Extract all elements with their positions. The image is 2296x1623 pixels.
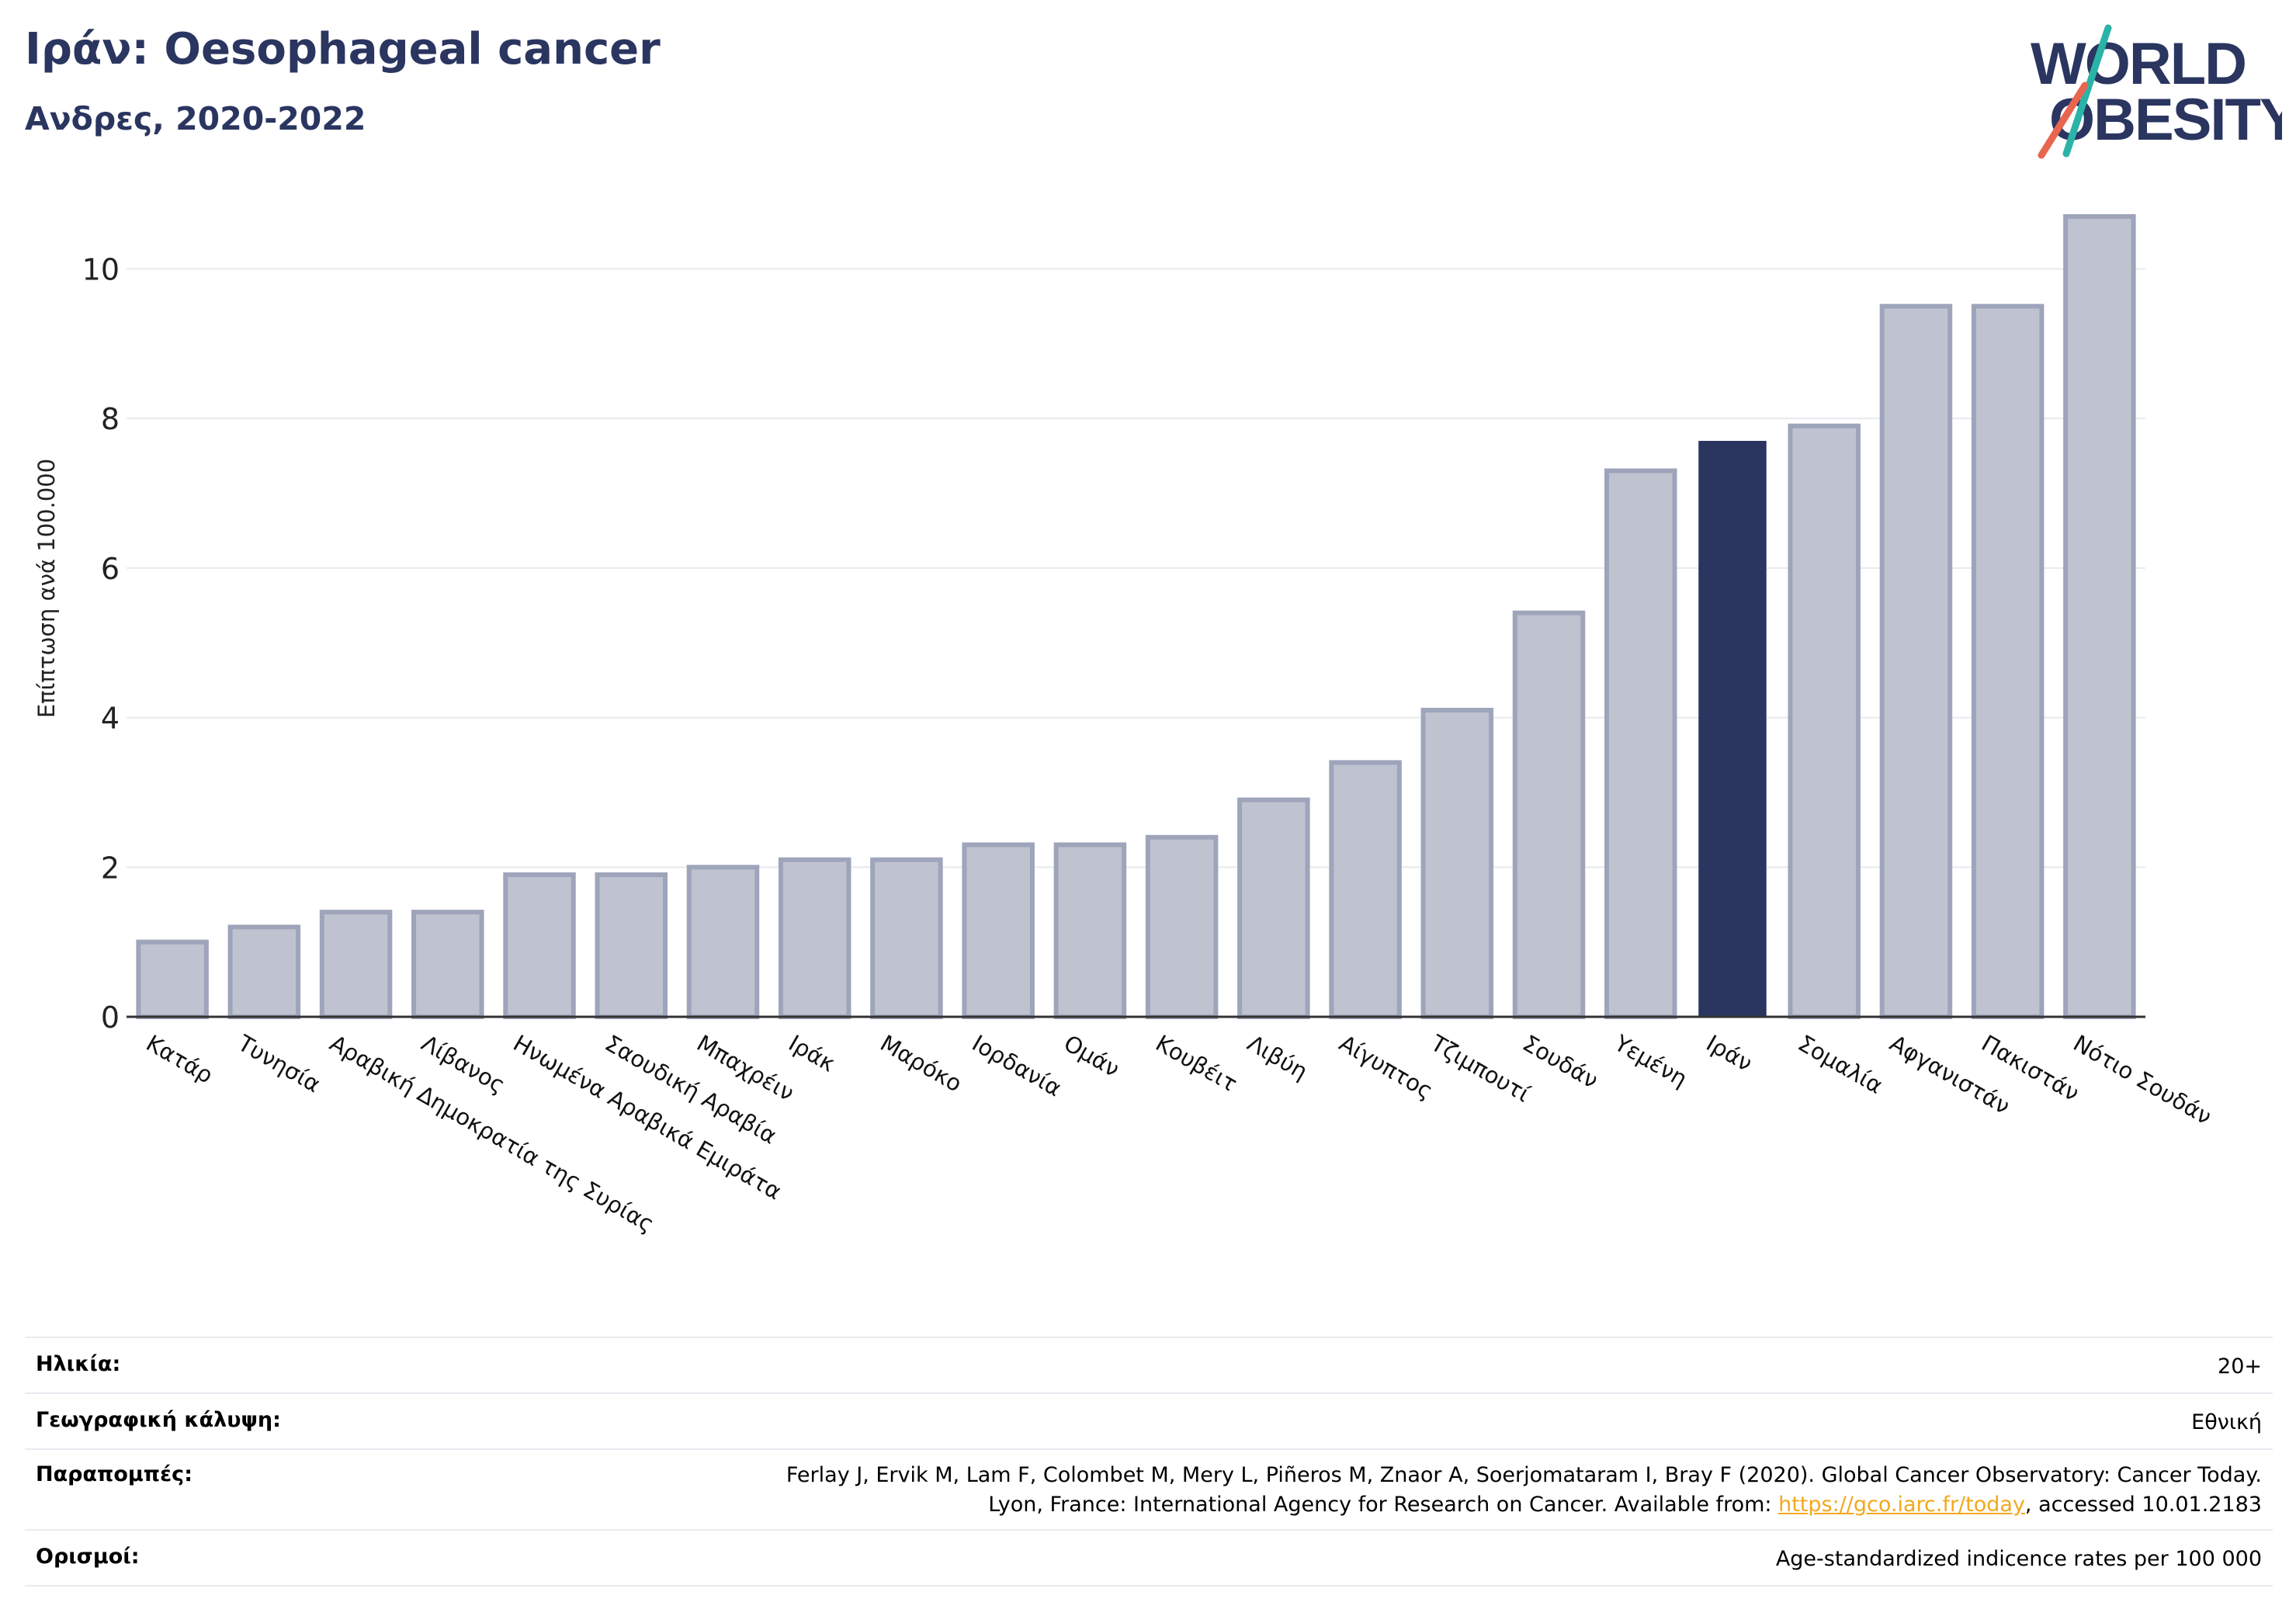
definitions-label: Ορισμοί:	[36, 1545, 140, 1569]
y-tick-label: 2	[101, 851, 120, 885]
bar	[1512, 610, 1586, 1019]
x-tick-label: Υεμένη	[1609, 1029, 1691, 1092]
chart-subtitle: Ανδρες, 2020-2022	[25, 100, 366, 137]
info-row-references: Παραπομπές: Ferlay J, Ervik M, Lam F, Co…	[25, 1448, 2273, 1529]
x-tick-label: Νότιο Σουδάν	[2069, 1030, 2216, 1130]
bar	[1971, 303, 2045, 1019]
geography-label: Γεωγραφική κάλυψη:	[36, 1408, 281, 1432]
chart-title: Ιράν: Oesophageal cancer	[25, 24, 661, 75]
definitions-value: Age-standardized indicence rates per 100…	[1775, 1547, 2262, 1571]
bar	[686, 865, 760, 1019]
bar	[136, 939, 209, 1019]
x-tick-label: Τυνησία	[233, 1029, 325, 1098]
bar	[411, 910, 484, 1020]
world-obesity-logo: WORLD OBESITY	[2031, 24, 2282, 159]
references-line2-text: Lyon, France: International Agency for R…	[988, 1493, 1779, 1517]
age-label: Ηλικία:	[36, 1352, 121, 1376]
y-tick-label: 6	[101, 552, 120, 586]
info-row-geography: Γεωγραφική κάλυψη: Εθνική	[25, 1392, 2273, 1448]
bar	[1788, 423, 1861, 1019]
x-tick-label: Σομαλία	[1794, 1030, 1888, 1099]
bar	[595, 872, 668, 1019]
bar	[1420, 707, 1494, 1020]
chart-header: Ιράν: Oesophageal cancer Ανδρες, 2020-20…	[25, 19, 661, 140]
x-tick-label: Κατάρ	[142, 1030, 218, 1089]
x-tick-label: Ιράκ	[784, 1030, 840, 1077]
x-tick-label: Ιορδανία	[968, 1030, 1066, 1102]
x-tick-label: Ιράν	[1701, 1030, 1757, 1077]
logo-slash-top	[2062, 24, 2112, 158]
references-line1: Ferlay J, Ervik M, Lam F, Colombet M, Me…	[786, 1463, 2262, 1487]
y-tick-labels: 0 2 4 6 8 10	[82, 252, 120, 1035]
references-line2: Lyon, France: International Agency for R…	[786, 1490, 2262, 1520]
y-tick-label: 4	[101, 702, 120, 736]
x-tick-labels: Κατάρ Τυνησία Αραβική Δημοκρατία της Συρία…	[142, 1029, 2217, 1237]
bar-highlight	[1698, 441, 1767, 1017]
y-tick-label: 8	[101, 402, 120, 436]
x-tick-label: Μαρόκο	[876, 1030, 966, 1098]
y-tick-label: 10	[82, 252, 120, 286]
y-axis-label: Επίπτωση ανά 100.000	[33, 459, 60, 718]
references-link[interactable]: https://gco.iarc.fr/today	[1778, 1493, 2025, 1517]
x-tick-label: Αραβική Δημοκρατία της Συρίας	[325, 1030, 659, 1238]
bar-chart: 0 2 4 6 8 10 Κατάρ Τυνησία Αραβική Δημοκρατία τ…	[33, 213, 2217, 1237]
bar	[2063, 213, 2136, 1020]
bar	[319, 910, 393, 1020]
x-tick-label: Λιβύη	[1243, 1030, 1312, 1085]
logo-slash-bottom	[2038, 81, 2089, 159]
bar	[227, 924, 301, 1020]
bar	[870, 857, 943, 1019]
references-accessed: , accessed 10.01.2183	[2024, 1493, 2262, 1517]
bar	[1145, 834, 1219, 1020]
logo-line1: WORLD	[2031, 31, 2246, 97]
bar	[1604, 468, 1677, 1019]
bar	[1053, 842, 1127, 1020]
bar	[962, 842, 1035, 1020]
references-value: Ferlay J, Ervik M, Lam F, Colombet M, Me…	[786, 1461, 2262, 1520]
bar	[503, 872, 576, 1019]
x-tick-label: Τζιμπουτί	[1426, 1029, 1535, 1108]
x-tick-label: Αίγυπτος	[1335, 1030, 1438, 1105]
bars	[127, 213, 2145, 1020]
info-row-age: Ηλικία: 20+	[25, 1337, 2273, 1392]
info-table: Ηλικία: 20+ Γεωγραφική κάλυψη: Εθνική Πα…	[25, 1337, 2273, 1587]
bar	[778, 857, 851, 1019]
references-label: Παραπομπές:	[36, 1462, 192, 1486]
info-row-definitions: Ορισμοί: Age-standardized indicence rate…	[25, 1529, 2273, 1587]
geography-value: Εθνική	[2191, 1410, 2262, 1434]
x-tick-label: Ομάν	[1060, 1030, 1124, 1083]
age-value: 20+	[2218, 1354, 2262, 1379]
y-tick-label: 0	[101, 1001, 120, 1035]
bar	[1237, 797, 1310, 1019]
x-tick-label: Κουβέιτ	[1151, 1030, 1242, 1098]
bar	[1879, 303, 1953, 1019]
bar	[1329, 760, 1402, 1019]
